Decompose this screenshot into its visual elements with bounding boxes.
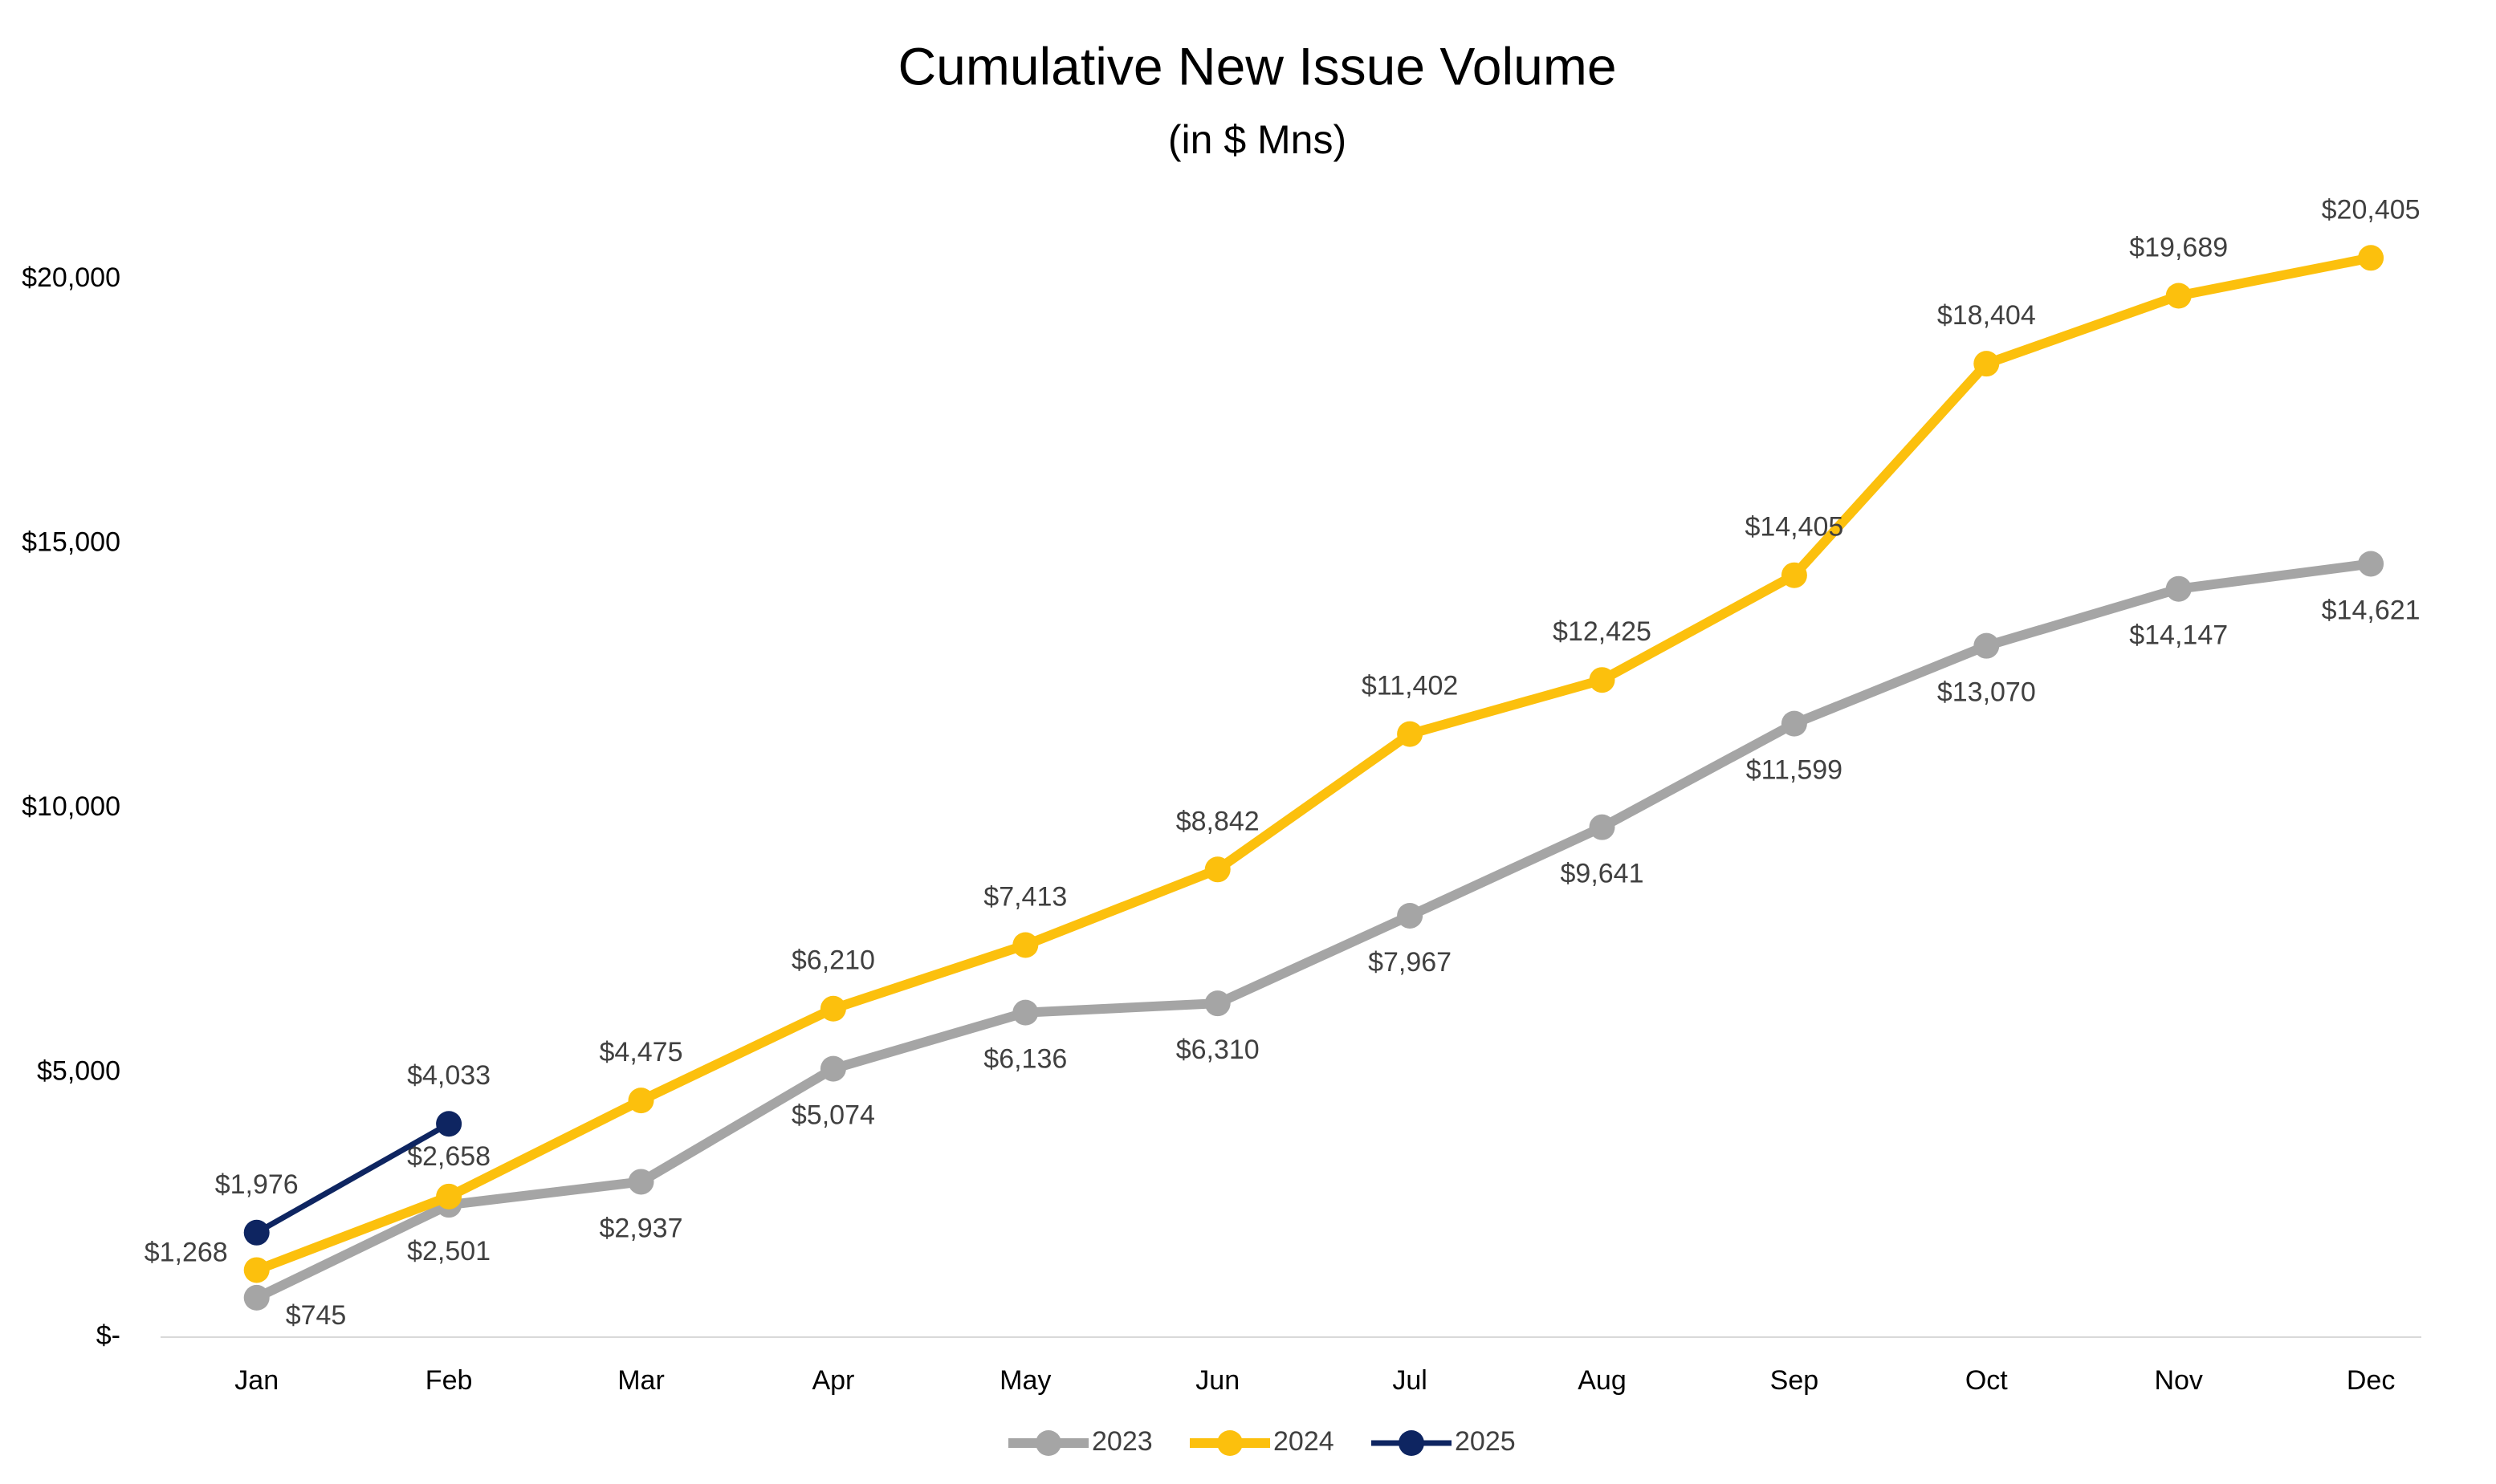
marker — [2165, 575, 2192, 602]
marker — [1012, 999, 1039, 1026]
marker — [1589, 667, 1615, 693]
marker — [436, 1183, 462, 1210]
marker — [1204, 990, 1231, 1017]
marker — [820, 1055, 846, 1082]
data-label: $11,599 — [1746, 755, 1842, 786]
marker — [1973, 351, 2000, 377]
marker — [1397, 721, 1423, 747]
marker — [2358, 551, 2384, 577]
y-tick-label: $10,000 — [22, 791, 120, 822]
series-line — [251, 253, 2376, 1275]
data-label: $9,641 — [1561, 859, 1644, 889]
chart-title: Cumulative New Issue Volume — [898, 36, 1616, 96]
legend-marker — [1217, 1430, 1243, 1456]
y-tick-label: $20,000 — [22, 262, 120, 293]
data-label: $2,501 — [407, 1236, 491, 1266]
x-tick-label: Apr — [812, 1365, 854, 1396]
series-line — [251, 559, 2376, 1303]
x-tick-label: Oct — [1965, 1365, 2008, 1396]
data-label: $6,136 — [983, 1044, 1067, 1075]
x-tick-label: Jun — [1195, 1365, 1240, 1396]
marker — [2358, 245, 2384, 271]
legend-marker — [1036, 1430, 1061, 1456]
marker — [1781, 562, 1807, 588]
marker — [1012, 932, 1039, 958]
x-tick-label: Dec — [2347, 1365, 2395, 1396]
data-label: $11,402 — [1362, 671, 1458, 701]
data-label: $4,475 — [600, 1037, 683, 1067]
data-label: $5,074 — [792, 1100, 875, 1131]
data-label: $1,976 — [215, 1169, 299, 1200]
x-tick-label: Aug — [1578, 1365, 1627, 1396]
marker — [1204, 856, 1231, 883]
data-label: $6,310 — [1176, 1035, 1260, 1065]
data-label: $12,425 — [1553, 616, 1651, 647]
marker — [2165, 283, 2192, 309]
marker — [628, 1169, 654, 1195]
x-tick-label: Sep — [1770, 1365, 1819, 1396]
data-label: $8,842 — [1176, 806, 1260, 836]
legend-label: 2023 — [1092, 1426, 1153, 1457]
data-label: $4,033 — [407, 1060, 491, 1091]
data-label: $6,210 — [792, 945, 875, 976]
data-label: $18,404 — [1937, 300, 2036, 331]
marker — [1397, 902, 1423, 929]
data-label: $2,658 — [407, 1141, 491, 1172]
data-label: $19,689 — [2129, 232, 2228, 262]
x-tick-label: Feb — [426, 1365, 473, 1396]
y-tick-label: $- — [96, 1320, 120, 1351]
data-label: $745 — [286, 1300, 347, 1331]
data-label: $7,413 — [983, 881, 1067, 912]
legend-label: 2025 — [1455, 1426, 1516, 1457]
y-tick-label: $5,000 — [37, 1055, 120, 1086]
marker — [1781, 710, 1807, 737]
marker — [436, 1111, 462, 1137]
data-label: $1,268 — [145, 1237, 228, 1267]
marker — [628, 1088, 654, 1114]
data-label: $14,405 — [1745, 512, 1843, 543]
marker — [243, 1219, 270, 1246]
marker — [243, 1284, 270, 1311]
x-tick-label: Jul — [1392, 1365, 1427, 1396]
x-tick-label: Mar — [617, 1365, 665, 1396]
legend-marker — [1399, 1430, 1424, 1456]
x-tick-label: May — [1000, 1365, 1051, 1396]
data-label: $14,147 — [2129, 620, 2228, 651]
x-tick-label: Nov — [2154, 1365, 2202, 1396]
data-label: $20,405 — [2322, 194, 2421, 225]
marker — [820, 995, 846, 1022]
y-tick-label: $15,000 — [22, 527, 120, 557]
data-label: $13,070 — [1937, 677, 2036, 708]
data-label: $2,937 — [600, 1213, 683, 1243]
chart-subtitle: (in $ Mns) — [1168, 117, 1346, 162]
marker — [1973, 632, 2000, 659]
data-label: $7,967 — [1368, 947, 1452, 978]
marker — [1589, 814, 1615, 840]
data-label: $14,621 — [2322, 595, 2421, 625]
x-tick-label: Jan — [234, 1365, 279, 1396]
series-line — [254, 1120, 452, 1236]
marker — [243, 1257, 270, 1283]
legend-label: 2024 — [1273, 1426, 1334, 1457]
